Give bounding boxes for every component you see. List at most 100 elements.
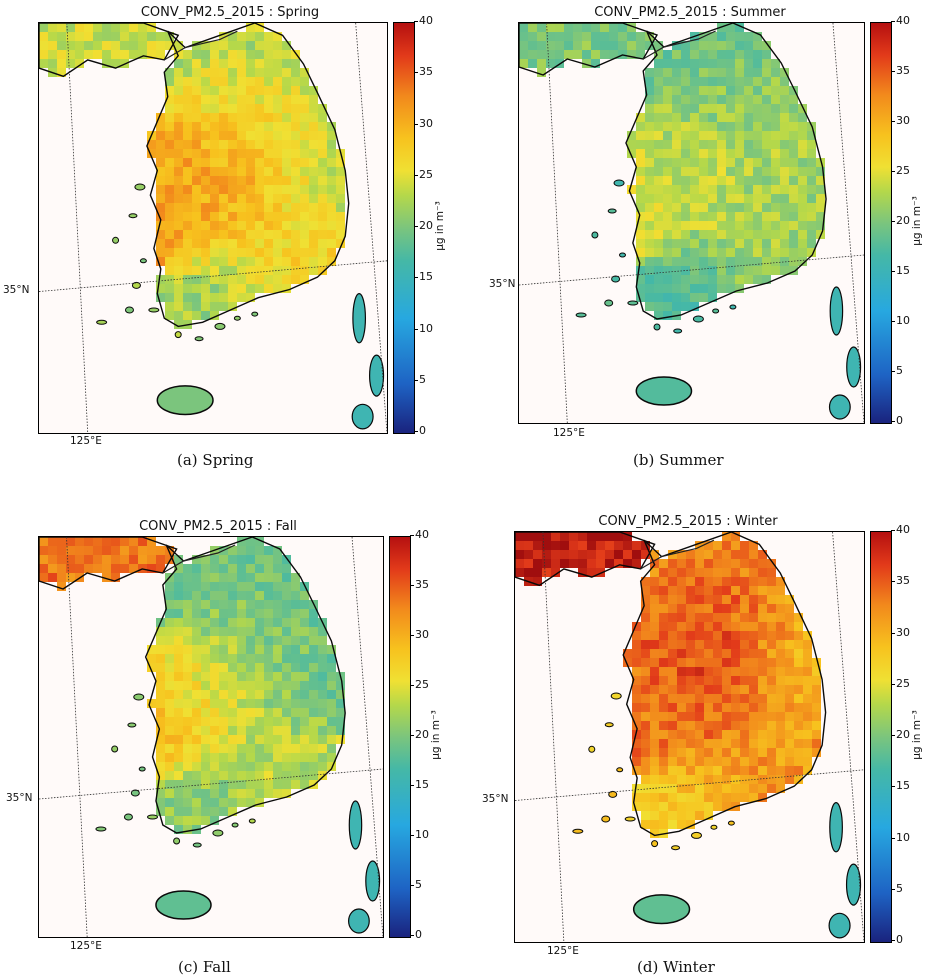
heatmap-cell bbox=[659, 739, 668, 748]
heatmap-cell bbox=[282, 726, 291, 735]
heatmap-cell bbox=[246, 185, 255, 194]
map-area bbox=[38, 536, 384, 938]
heatmap-cell bbox=[582, 32, 591, 41]
heatmap-cell bbox=[663, 149, 672, 158]
heatmap-cell bbox=[663, 203, 672, 212]
heatmap-cell bbox=[210, 68, 219, 77]
heatmap-cell bbox=[650, 784, 659, 793]
heatmap-cell bbox=[201, 690, 210, 699]
heatmap-cell bbox=[192, 780, 201, 789]
heatmap-cell bbox=[533, 577, 542, 586]
heatmap-cell bbox=[749, 703, 758, 712]
heatmap-cell bbox=[111, 555, 120, 564]
heatmap-cell bbox=[744, 50, 753, 59]
heatmap-cell bbox=[668, 811, 677, 820]
heatmap-cell bbox=[183, 293, 192, 302]
heatmap-cell bbox=[686, 811, 695, 820]
colorbar-tick-label: 15 bbox=[410, 778, 429, 791]
heatmap-cell bbox=[129, 564, 138, 573]
heatmap-cell bbox=[713, 793, 722, 802]
heatmap-cell bbox=[699, 221, 708, 230]
island bbox=[214, 322, 226, 330]
map-area bbox=[514, 531, 865, 943]
heatmap-cell bbox=[708, 239, 717, 248]
heatmap-cell bbox=[650, 820, 659, 829]
heatmap-cell bbox=[663, 86, 672, 95]
heatmap-cell bbox=[219, 780, 228, 789]
heatmap-cell bbox=[237, 167, 246, 176]
heatmap-cell bbox=[690, 176, 699, 185]
heatmap-cell bbox=[165, 672, 174, 681]
heatmap-cell bbox=[318, 167, 327, 176]
heatmap-cell bbox=[147, 654, 156, 663]
heatmap-cell bbox=[659, 685, 668, 694]
heatmap-cell bbox=[641, 685, 650, 694]
heatmap-cell bbox=[731, 721, 740, 730]
heatmap-cell bbox=[722, 541, 731, 550]
heatmap-cell bbox=[264, 185, 273, 194]
heatmap-cell bbox=[219, 194, 228, 203]
heatmap-cell bbox=[542, 541, 551, 550]
heatmap-cell bbox=[237, 582, 246, 591]
heatmap-cell bbox=[708, 230, 717, 239]
heatmap-cell bbox=[192, 194, 201, 203]
heatmap-cell bbox=[309, 654, 318, 663]
heatmap-cell bbox=[291, 708, 300, 717]
heatmap-cell bbox=[524, 550, 533, 559]
heatmap-cell bbox=[677, 766, 686, 775]
heatmap-cell bbox=[273, 194, 282, 203]
heatmap-cell bbox=[309, 618, 318, 627]
heatmap-cell bbox=[165, 77, 174, 86]
latitude-gridline bbox=[519, 254, 864, 286]
heatmap-cell bbox=[780, 266, 789, 275]
heatmap-cell bbox=[192, 257, 201, 266]
heatmap-cell bbox=[183, 176, 192, 185]
heatmap-cell bbox=[641, 640, 650, 649]
heatmap-cell bbox=[762, 95, 771, 104]
heatmap-cell bbox=[300, 735, 309, 744]
heatmap-cell bbox=[767, 703, 776, 712]
heatmap-cell bbox=[515, 550, 524, 559]
heatmap-cell bbox=[300, 672, 309, 681]
heatmap-cell bbox=[75, 564, 84, 573]
heatmap-cell bbox=[228, 104, 237, 113]
heatmap-cell bbox=[717, 149, 726, 158]
heatmap-cell bbox=[650, 595, 659, 604]
heatmap-cell bbox=[174, 618, 183, 627]
heatmap-cell bbox=[668, 577, 677, 586]
heatmap-cell bbox=[174, 68, 183, 77]
heatmap-cell bbox=[183, 735, 192, 744]
heatmap-cell bbox=[201, 176, 210, 185]
heatmap-cell bbox=[156, 230, 165, 239]
heatmap-cell bbox=[39, 59, 48, 68]
heatmap-cell bbox=[785, 595, 794, 604]
heatmap-cell bbox=[708, 167, 717, 176]
heatmap-cell bbox=[740, 622, 749, 631]
heatmap-cell bbox=[309, 780, 318, 789]
heatmap-cell bbox=[767, 649, 776, 658]
heatmap-cell bbox=[803, 730, 812, 739]
heatmap-cell bbox=[174, 708, 183, 717]
heatmap-cell bbox=[722, 784, 731, 793]
heatmap-cell bbox=[147, 23, 156, 32]
heatmap-cell bbox=[681, 86, 690, 95]
island bbox=[111, 745, 119, 753]
heatmap-cell bbox=[156, 167, 165, 176]
heatmap-cell bbox=[515, 541, 524, 550]
heatmap-cell bbox=[237, 681, 246, 690]
heatmap-cell bbox=[309, 122, 318, 131]
heatmap-cell bbox=[699, 122, 708, 131]
heatmap-cell bbox=[255, 537, 264, 546]
heatmap-cell bbox=[722, 568, 731, 577]
heatmap-cell bbox=[147, 140, 156, 149]
heatmap-cell bbox=[758, 613, 767, 622]
heatmap-cell bbox=[789, 257, 798, 266]
heatmap-cell bbox=[744, 230, 753, 239]
heatmap-cell bbox=[789, 266, 798, 275]
heatmap-cell bbox=[731, 559, 740, 568]
heatmap-cell bbox=[582, 41, 591, 50]
heatmap-cell bbox=[708, 266, 717, 275]
heatmap-cell bbox=[282, 789, 291, 798]
heatmap-cell bbox=[75, 537, 84, 546]
heatmap-cell bbox=[255, 176, 264, 185]
